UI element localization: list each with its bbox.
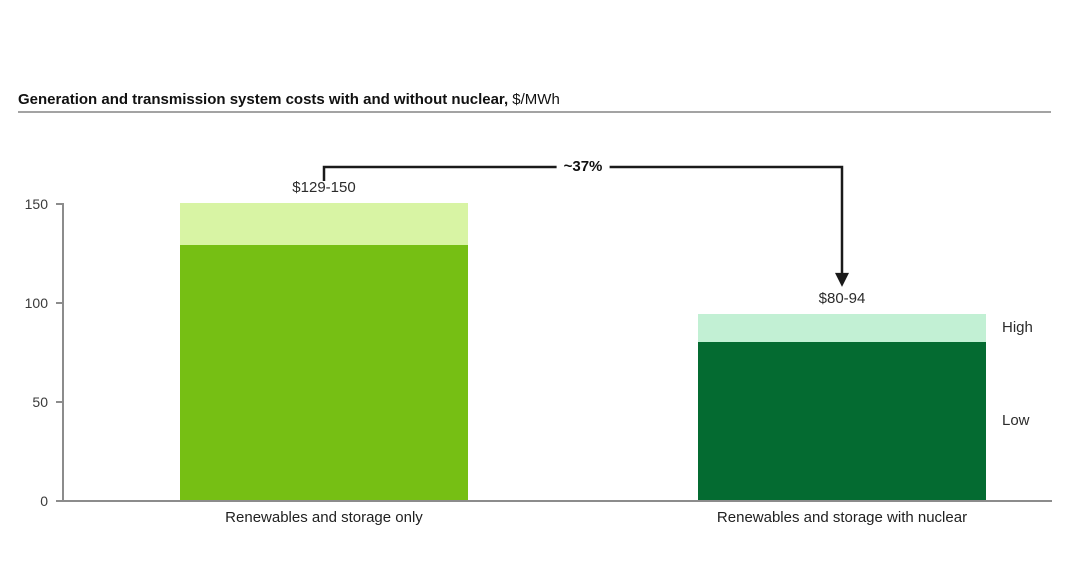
- bar-low-segment: [180, 244, 468, 500]
- bar-high-segment: [698, 313, 986, 342]
- y-tick-label: 150: [24, 196, 48, 212]
- y-tick: [56, 401, 62, 403]
- chart-title-text: Generation and transmission system costs…: [18, 91, 509, 108]
- category-label: Renewables and storage only: [225, 509, 423, 526]
- y-tick: [56, 302, 62, 304]
- y-tick: [56, 203, 62, 205]
- segment-label-high: High: [1002, 318, 1033, 336]
- bar-low-segment: [698, 341, 986, 500]
- chart-title-unit: $/MWh: [508, 91, 560, 108]
- bar-high-segment: [180, 203, 468, 245]
- reduction-arrowhead-icon: [835, 272, 849, 287]
- y-tick-label: 0: [40, 493, 48, 509]
- x-axis-line: [62, 500, 1052, 502]
- segment-label-low: Low: [1002, 411, 1030, 429]
- y-tick-label: 50: [32, 394, 48, 410]
- bar-value-label: $129-150: [292, 179, 356, 196]
- category-label: Renewables and storage with nuclear: [716, 509, 968, 526]
- y-tick: [56, 500, 62, 502]
- y-tick-label: 100: [24, 295, 48, 311]
- bar-value-label: $80-94: [818, 289, 866, 307]
- y-axis-line: [62, 203, 64, 502]
- title-underline: [18, 111, 1051, 113]
- reduction-label: ~37%: [556, 157, 610, 177]
- chart-title: Generation and transmission system costs…: [18, 91, 560, 108]
